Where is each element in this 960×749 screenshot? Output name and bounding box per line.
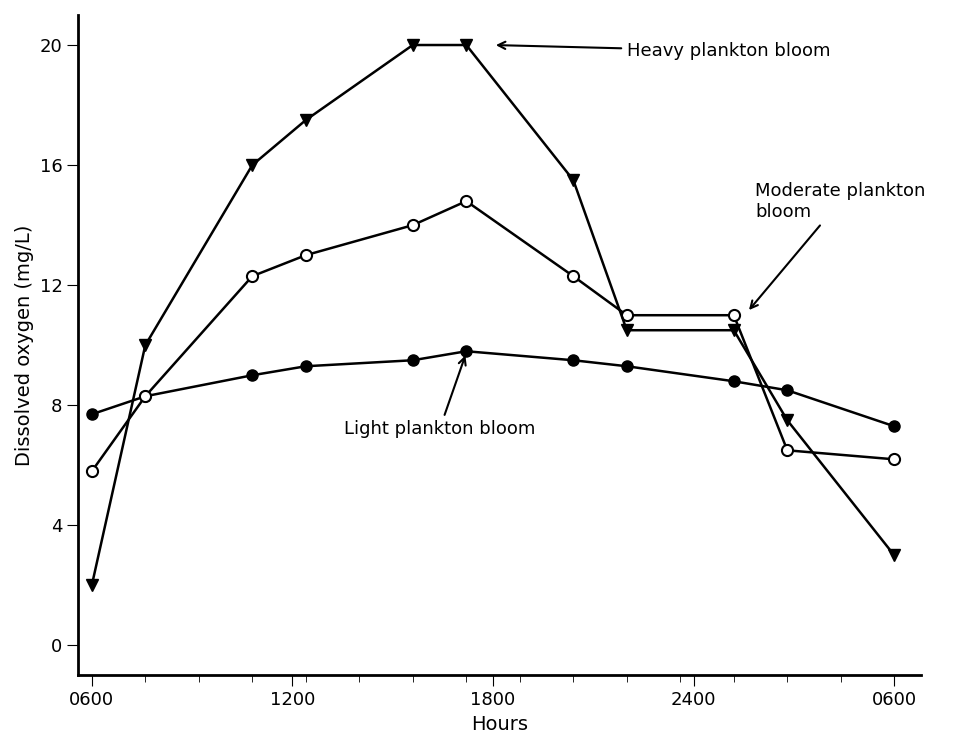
Text: Light plankton bloom: Light plankton bloom: [344, 357, 536, 438]
Text: Moderate plankton
bloom: Moderate plankton bloom: [751, 182, 925, 309]
Y-axis label: Dissolved oxygen (mg/L): Dissolved oxygen (mg/L): [15, 225, 34, 466]
X-axis label: Hours: Hours: [471, 715, 528, 734]
Text: Heavy plankton bloom: Heavy plankton bloom: [498, 42, 830, 60]
